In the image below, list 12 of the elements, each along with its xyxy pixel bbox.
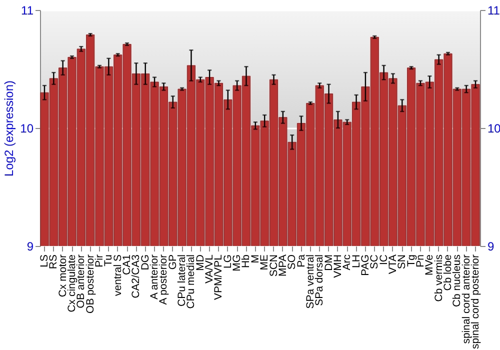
y2-tick-label: 9 <box>488 240 494 254</box>
x-tick-label: LS <box>38 254 50 268</box>
y2-tick-label: 11 <box>488 4 500 18</box>
x-tick-label: spinal cord posterior <box>470 254 482 350</box>
y-tick-label: 9 <box>26 240 34 254</box>
x-tick-label: MVe <box>424 254 436 276</box>
x-tick-label: RS <box>48 254 60 270</box>
y-axis-title: Log2 (expression) <box>2 80 16 177</box>
y-tick-label: 10 <box>20 122 34 136</box>
y-tick-label: 11 <box>21 4 34 18</box>
x-tick-label: Cb lobe <box>442 254 454 291</box>
y2-tick-label: 10 <box>488 122 500 136</box>
